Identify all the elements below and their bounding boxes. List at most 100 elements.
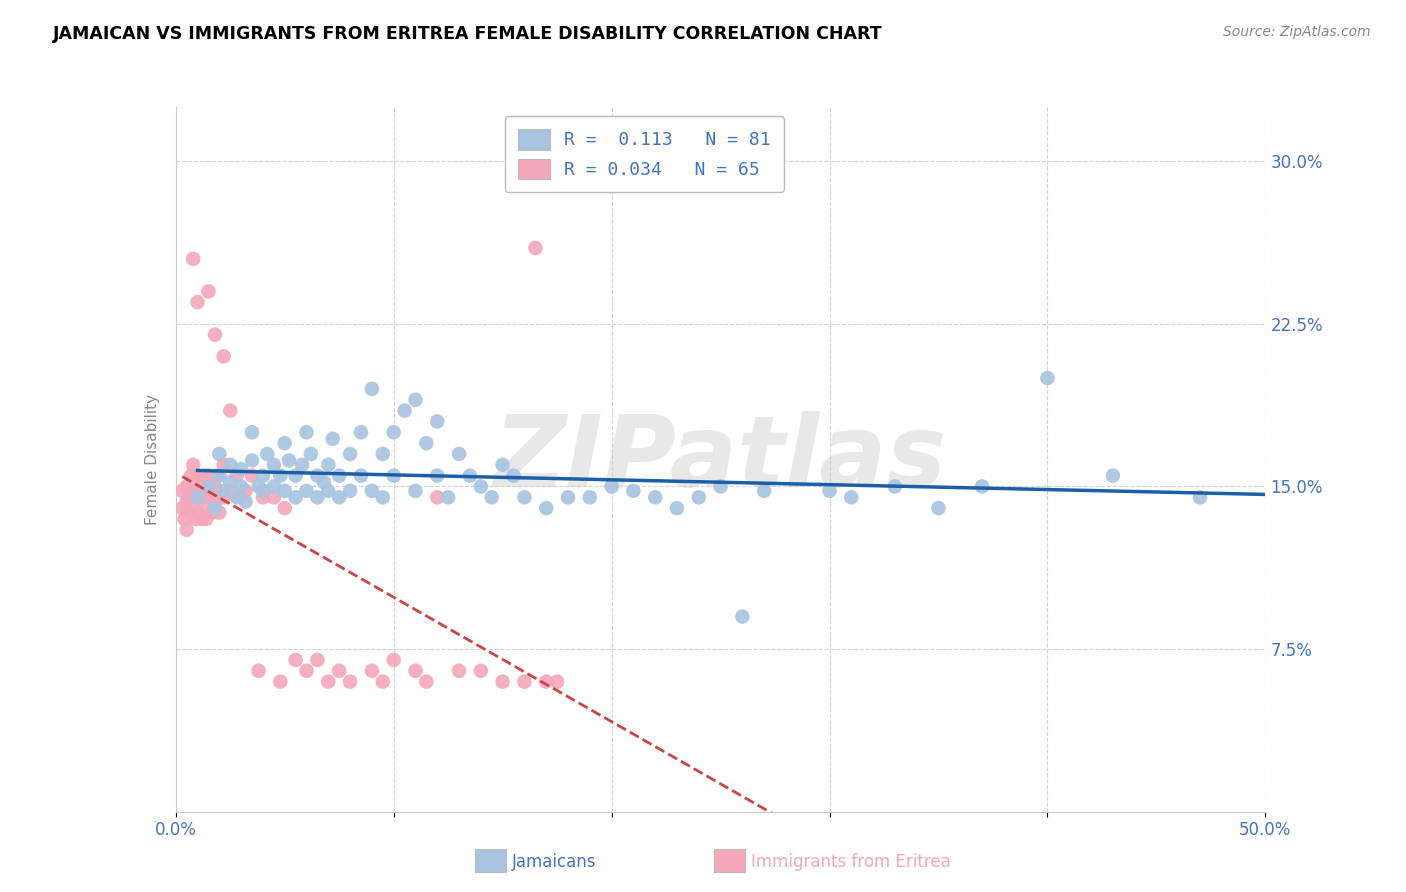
Point	[235, 483, 257, 498]
Point	[231, 491, 253, 505]
Text: JAMAICAN VS IMMIGRANTS FROM ERITREA FEMALE DISABILITY CORRELATION CHART: JAMAICAN VS IMMIGRANTS FROM ERITREA FEMA…	[53, 25, 883, 43]
Point	[176, 523, 198, 537]
Point	[180, 468, 202, 483]
Point	[371, 674, 394, 689]
Point	[184, 483, 207, 498]
Point	[197, 479, 219, 493]
Point	[219, 475, 242, 490]
Point	[181, 501, 204, 516]
Text: ZIPatlas: ZIPatlas	[494, 411, 948, 508]
Point	[284, 653, 307, 667]
Point	[181, 458, 204, 472]
Point	[318, 674, 340, 689]
Point	[176, 494, 198, 508]
Point	[492, 674, 515, 689]
Point	[263, 491, 285, 505]
Point	[307, 491, 329, 505]
Point	[818, 483, 841, 498]
Point	[524, 241, 547, 255]
Point	[371, 491, 394, 505]
Text: Source: ZipAtlas.com: Source: ZipAtlas.com	[1223, 25, 1371, 39]
Point	[405, 392, 427, 407]
Point	[186, 295, 209, 310]
Point	[621, 483, 644, 498]
Point	[263, 479, 285, 493]
Point	[546, 674, 568, 689]
Point	[274, 436, 297, 450]
Point	[447, 447, 470, 461]
Point	[426, 414, 449, 428]
Point	[666, 501, 689, 516]
Point	[299, 447, 322, 461]
Point	[247, 664, 270, 678]
Point	[284, 468, 307, 483]
Point	[339, 674, 361, 689]
Point	[193, 468, 215, 483]
Point	[191, 512, 214, 526]
Point	[225, 491, 247, 505]
Point	[579, 491, 602, 505]
Point	[274, 483, 297, 498]
Point	[513, 491, 536, 505]
Point	[195, 512, 218, 526]
Point	[328, 468, 350, 483]
Point	[360, 382, 382, 396]
Point	[322, 432, 344, 446]
Point	[186, 491, 209, 505]
Point	[1102, 468, 1125, 483]
Point	[193, 501, 215, 516]
Point	[339, 447, 361, 461]
Point	[201, 506, 224, 520]
Point	[197, 285, 219, 299]
Point	[208, 506, 231, 520]
Point	[186, 468, 209, 483]
Point	[295, 664, 318, 678]
Point	[307, 468, 329, 483]
Point	[180, 483, 202, 498]
Point	[284, 491, 307, 505]
Point	[295, 483, 318, 498]
Point	[928, 501, 950, 516]
Point	[204, 479, 226, 493]
Point	[312, 475, 335, 490]
Legend: R =  0.113   N = 81, R = 0.034   N = 65: R = 0.113 N = 81, R = 0.034 N = 65	[505, 116, 783, 192]
Point	[470, 479, 492, 493]
Point	[328, 664, 350, 678]
Point	[688, 491, 710, 505]
Point	[191, 491, 214, 505]
Point	[382, 468, 405, 483]
Point	[350, 468, 373, 483]
Point	[186, 506, 209, 520]
Y-axis label: Female Disability: Female Disability	[145, 393, 160, 525]
Point	[754, 483, 776, 498]
Point	[295, 425, 318, 440]
Point	[841, 491, 863, 505]
Point	[710, 479, 733, 493]
Point	[186, 491, 209, 505]
Point	[184, 512, 207, 526]
Point	[219, 483, 242, 498]
Point	[172, 501, 194, 516]
Point	[252, 483, 274, 498]
Point	[502, 468, 524, 483]
Point	[212, 458, 235, 472]
Text: Jamaicans: Jamaicans	[512, 853, 596, 871]
Point	[172, 483, 194, 498]
Point	[212, 491, 235, 505]
Point	[318, 483, 340, 498]
Point	[204, 501, 226, 516]
Point	[204, 327, 226, 342]
Point	[731, 609, 754, 624]
Point	[231, 479, 253, 493]
Point	[219, 403, 242, 417]
Point	[219, 458, 242, 472]
Point	[600, 479, 623, 493]
Point	[405, 664, 427, 678]
Point	[269, 468, 291, 483]
Text: Immigrants from Eritrea: Immigrants from Eritrea	[751, 853, 950, 871]
Point	[350, 425, 373, 440]
Point	[318, 458, 340, 472]
Point	[884, 479, 907, 493]
Point	[256, 447, 278, 461]
Point	[970, 479, 993, 493]
